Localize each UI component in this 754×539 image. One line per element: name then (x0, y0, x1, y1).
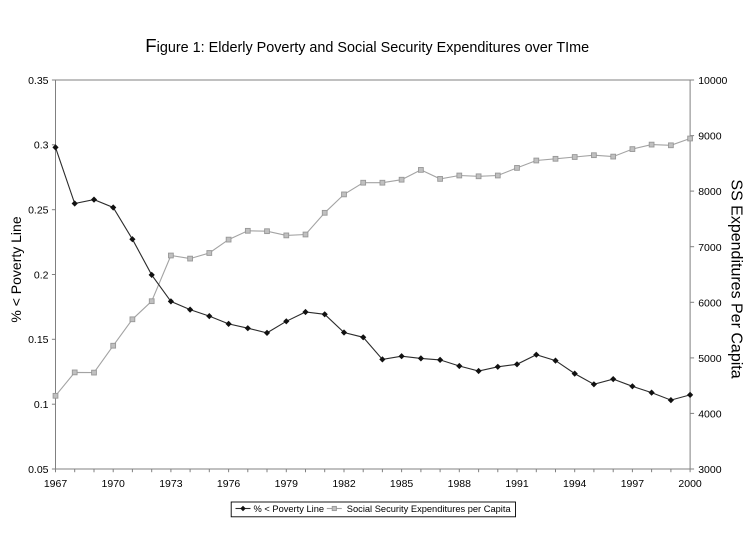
svg-text:0.3: 0.3 (34, 140, 49, 152)
svg-text:2000: 2000 (678, 478, 702, 490)
svg-text:% < Poverty Line: % < Poverty Line (8, 216, 24, 322)
svg-text:1967: 1967 (44, 478, 68, 490)
svg-text:1973: 1973 (159, 478, 183, 490)
svg-text:6000: 6000 (698, 297, 722, 309)
svg-text:7000: 7000 (698, 242, 722, 254)
svg-text:5000: 5000 (698, 353, 722, 365)
svg-text:1997: 1997 (621, 478, 645, 490)
svg-text:0.15: 0.15 (28, 334, 49, 346)
svg-text:1982: 1982 (332, 478, 356, 490)
svg-text:10000: 10000 (698, 75, 727, 87)
svg-text:9000: 9000 (698, 131, 722, 143)
svg-text:1994: 1994 (563, 478, 587, 490)
svg-text:0.2: 0.2 (34, 269, 49, 281)
svg-text:SS Expenditures Per Capita: SS Expenditures Per Capita (728, 179, 745, 378)
svg-text:Figure 1: Elderly Poverty and: Figure 1: Elderly Poverty and Social Sec… (145, 35, 589, 56)
svg-text:1988: 1988 (448, 478, 472, 490)
svg-text:0.25: 0.25 (28, 205, 49, 217)
svg-text:1970: 1970 (102, 478, 126, 490)
svg-text:8000: 8000 (698, 186, 722, 198)
svg-text:1976: 1976 (217, 478, 241, 490)
svg-text:4000: 4000 (698, 409, 722, 421)
svg-text:Social Security Expenditures p: Social Security Expenditures per Capita (347, 504, 512, 514)
svg-text:1979: 1979 (275, 478, 299, 490)
svg-text:0.35: 0.35 (28, 75, 49, 87)
svg-text:1991: 1991 (505, 478, 529, 490)
svg-text:1985: 1985 (390, 478, 414, 490)
svg-text:% < Poverty Line: % < Poverty Line (254, 504, 325, 514)
svg-text:3000: 3000 (698, 464, 722, 476)
svg-text:0.1: 0.1 (34, 399, 49, 411)
svg-text:0.05: 0.05 (28, 464, 49, 476)
